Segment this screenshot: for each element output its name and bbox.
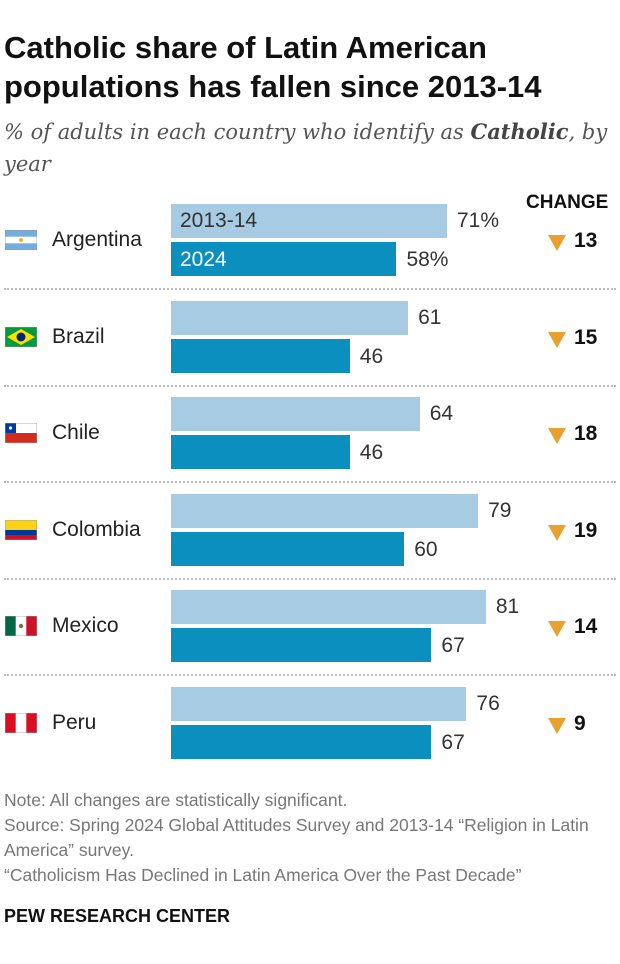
country-row: Mexico 81 67 14	[0, 578, 620, 676]
bar-2024	[171, 724, 432, 759]
series-label-2024: 2024	[180, 248, 227, 271]
bar-2024	[171, 242, 397, 276]
decline-triangle-icon	[548, 621, 566, 637]
country-row: Peru 76 67 9	[0, 675, 620, 771]
flag-icon	[5, 712, 37, 733]
country-label: Brazil	[52, 324, 105, 348]
value-label-2024: 46	[359, 441, 384, 464]
chart-title: Catholic share of Latin American populat…	[4, 30, 542, 104]
bar-2013-14	[171, 493, 479, 528]
subtitle-text: % of adults in each country who identify…	[4, 120, 471, 144]
flag-icon	[5, 423, 37, 443]
country-row: Colombia 79 60 19	[0, 482, 620, 580]
bar-2013-14	[171, 590, 486, 624]
bar-2013-14	[171, 300, 409, 335]
row-divider	[4, 674, 616, 676]
series-label-2013-14: 2013-14	[180, 209, 258, 232]
country-row: Chile 64 46 18	[0, 385, 620, 483]
country-row: Argentina 71% 58% 13 2013-14 2024	[0, 192, 620, 290]
subtitle-text-end: , by year	[4, 120, 608, 176]
value-label-2024: 60	[414, 537, 438, 561]
flag-icon	[5, 326, 37, 347]
bar-2024	[171, 628, 432, 662]
country-label: Argentina	[52, 228, 142, 251]
notes: Note: All changes are statistically sign…	[4, 788, 620, 888]
value-label-2013-14: 76	[476, 691, 500, 715]
decline-triangle-icon	[548, 717, 566, 734]
change-value: 9	[574, 711, 586, 735]
value-label-2013-14: 71%	[456, 209, 499, 232]
row-divider	[4, 481, 616, 483]
note: Note: All changes are statistically sign…	[4, 790, 348, 810]
bar-2024	[171, 435, 350, 469]
change-value: 14	[574, 615, 598, 638]
value-label-2013-14: 79	[488, 498, 512, 522]
change-value: 19	[574, 518, 598, 542]
decline-triangle-icon	[548, 235, 566, 251]
row-divider	[4, 384, 616, 387]
bar-2013-14	[171, 204, 447, 238]
bar-2024	[171, 531, 405, 566]
country-label: Peru	[52, 710, 97, 734]
bar-2013-14	[171, 397, 420, 431]
value-label-2013-14: 81	[495, 595, 520, 618]
value-label-2024: 46	[359, 344, 384, 368]
country-row: Brazil 61 46 15	[0, 289, 620, 387]
row-divider	[4, 288, 616, 290]
value-label-2013-14: 64	[429, 402, 454, 425]
value-label-2024: 67	[441, 634, 465, 657]
country-label: Chile	[52, 421, 100, 444]
value-label-2024: 58%	[406, 248, 449, 271]
change-value: 15	[574, 325, 598, 349]
decline-triangle-icon	[548, 524, 566, 541]
bar-2024	[171, 338, 350, 373]
change-value: 18	[574, 422, 598, 445]
flag-icon	[5, 616, 37, 636]
decline-triangle-icon	[548, 428, 566, 444]
bar-2013-14	[171, 686, 467, 721]
source: Source: Spring 2024 Global Attitudes Sur…	[4, 815, 589, 860]
country-label: Mexico	[52, 614, 119, 637]
chart-subtitle: % of adults in each country who identify…	[4, 116, 614, 180]
subtitle-emphasis: Catholic	[470, 119, 569, 144]
change-header: CHANGE	[526, 192, 609, 213]
row-divider	[4, 577, 616, 580]
value-label-2024: 67	[441, 730, 465, 754]
decline-triangle-icon	[548, 331, 566, 348]
flag-icon	[5, 230, 37, 250]
change-value: 13	[574, 229, 598, 252]
flag-icon	[5, 519, 37, 540]
value-label-2013-14: 61	[418, 305, 442, 329]
country-label: Colombia	[52, 517, 141, 541]
brand-logo-text: PEW RESEARCH CENTER	[4, 906, 231, 926]
report-title: “Catholicism Has Declined in Latin Ameri…	[4, 865, 522, 885]
